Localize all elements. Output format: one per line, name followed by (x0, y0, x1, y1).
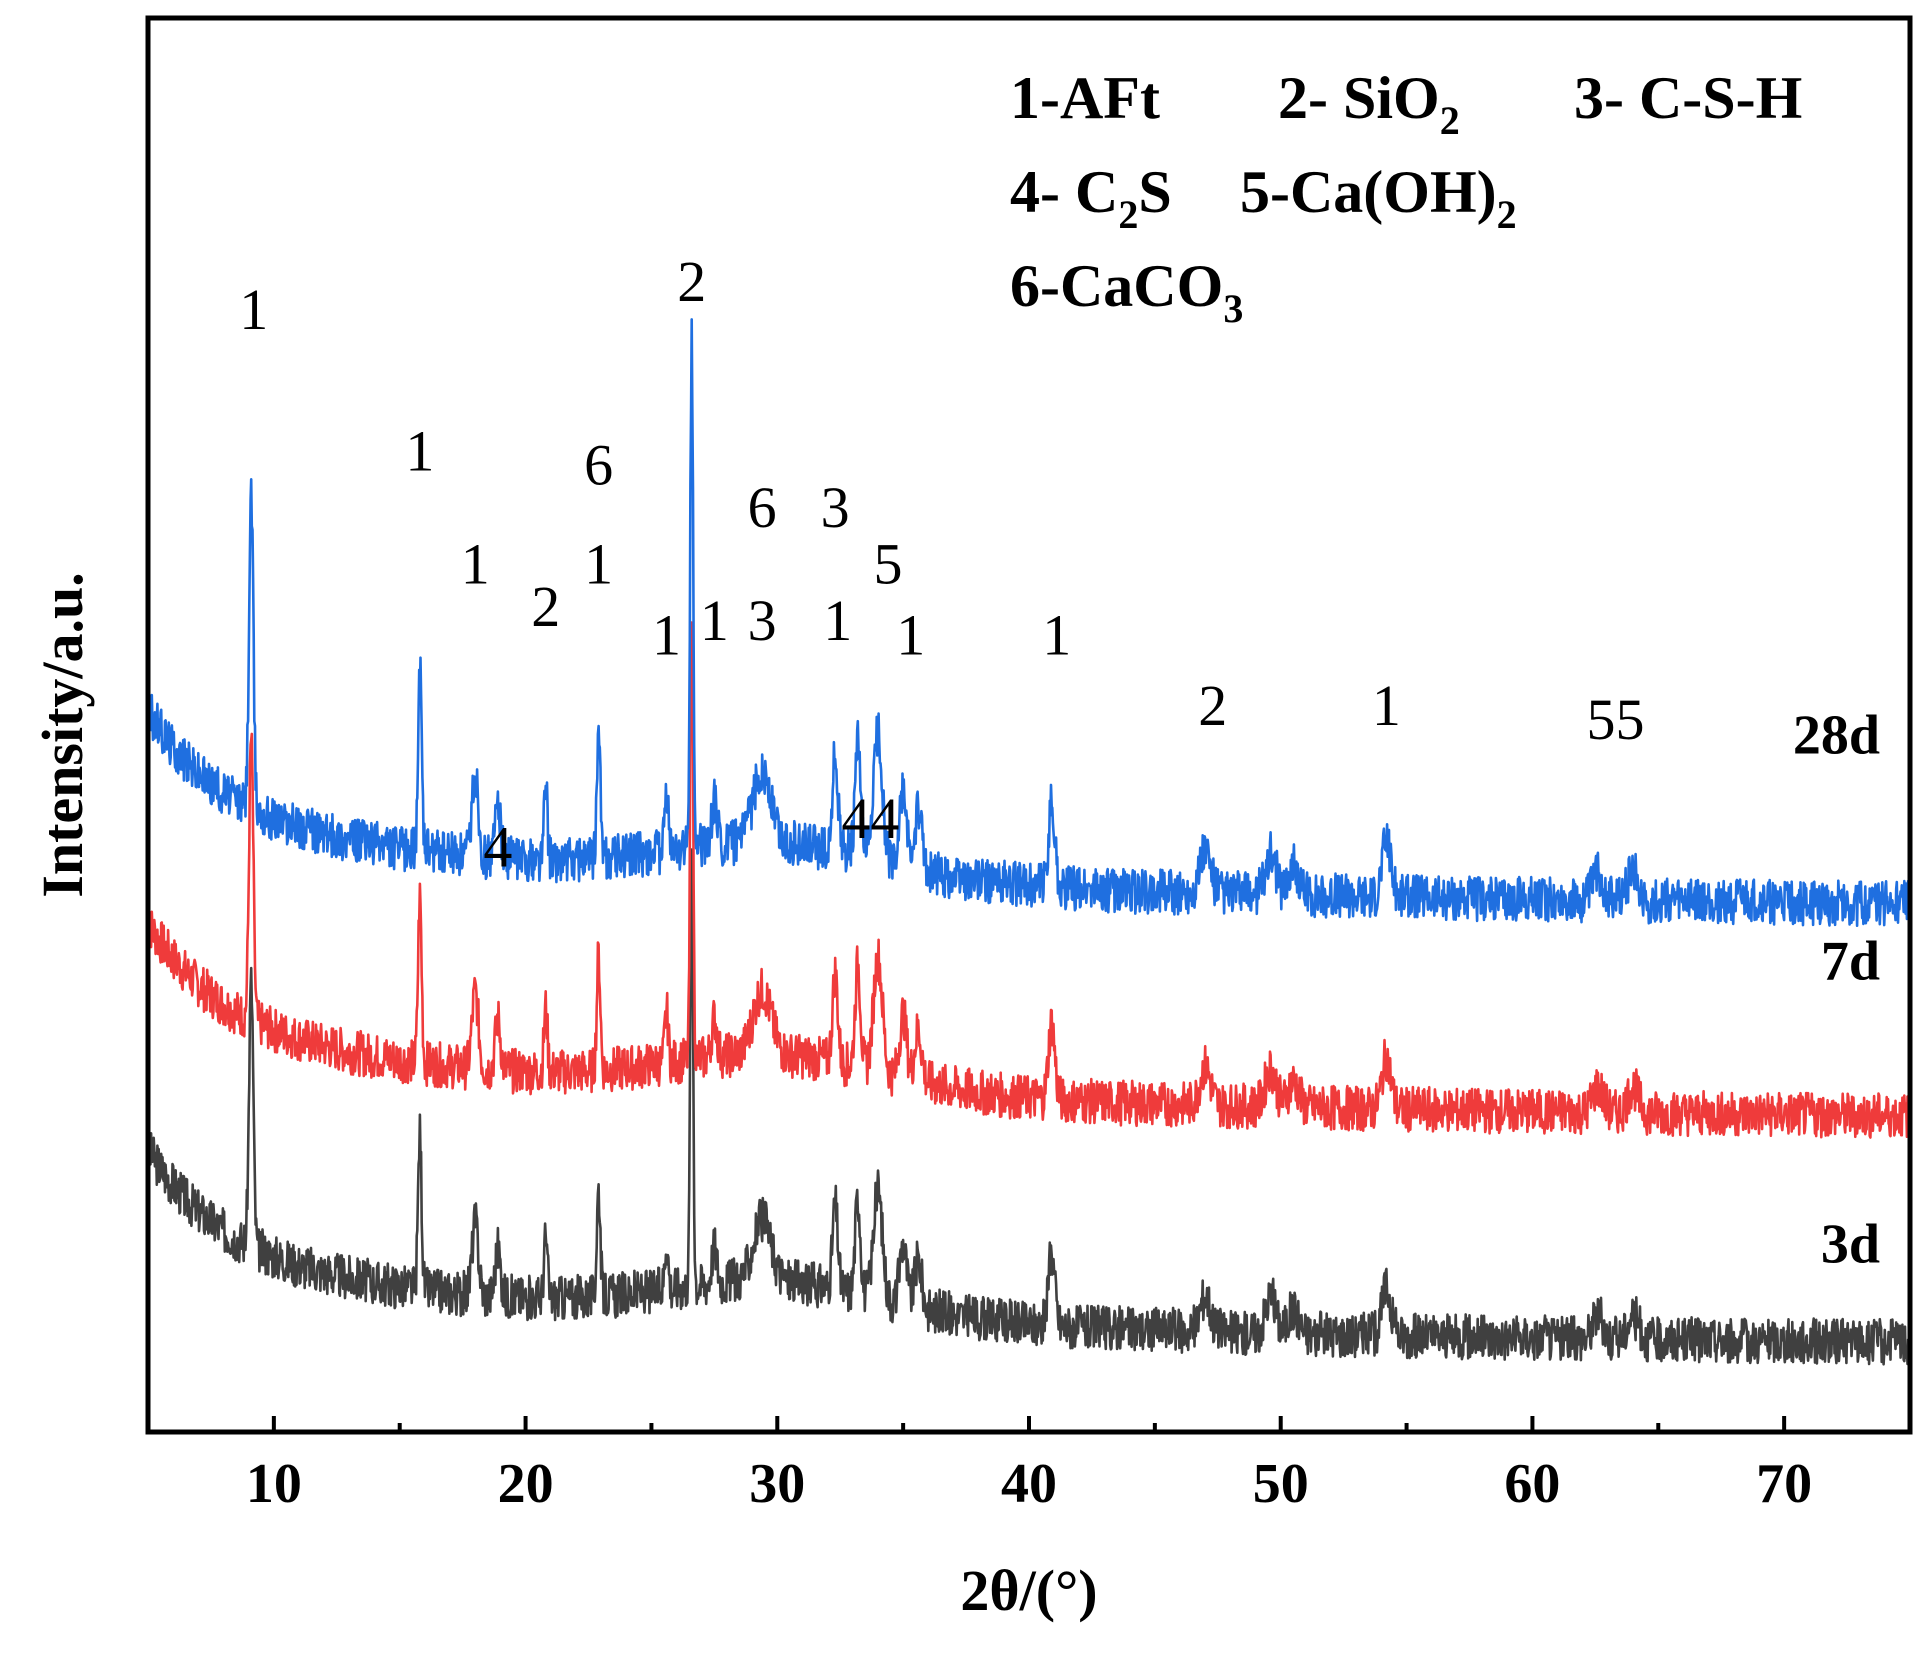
legend-item: 1-AFt (1010, 65, 1160, 131)
peak-label: 1 (1042, 602, 1071, 667)
peak-label: 1 (405, 418, 434, 483)
peak-label: 6 (748, 475, 777, 540)
x-tick-label: 40 (1001, 1453, 1057, 1515)
x-tick-label: 30 (749, 1453, 805, 1515)
series-label-7d: 7d (1821, 931, 1880, 993)
series-label-3d: 3d (1821, 1213, 1880, 1275)
peak-label: 1 (652, 602, 681, 667)
y-axis-label: Intensity/a.u. (30, 572, 95, 898)
peak-label: 1 (700, 588, 729, 653)
legend-item: 5-Ca(OH)2 (1240, 159, 1517, 237)
peak-label: 55 (1586, 687, 1644, 752)
peak-label: 1 (239, 277, 268, 342)
peak-label: 3 (748, 588, 777, 653)
peak-label: 1 (461, 532, 490, 597)
legend-item: 4- C2S (1010, 159, 1172, 237)
x-tick-label: 20 (498, 1453, 554, 1515)
peak-label: 5 (874, 532, 903, 597)
x-tick-label: 60 (1504, 1453, 1560, 1515)
peak-label: 3 (821, 475, 850, 540)
series-label-layer: 28d 7d 3d (1793, 704, 1880, 1275)
peak-label: 2 (1198, 673, 1227, 738)
x-axis-ticks: 10 20 30 40 50 60 70 (146, 1416, 1912, 1515)
legend-item: 6-CaCO3 (1010, 253, 1243, 331)
series-layer (146, 318, 1912, 1366)
series-3d (146, 848, 1912, 1366)
x-tick-label: 70 (1756, 1453, 1812, 1515)
x-tick-label: 50 (1253, 1453, 1309, 1515)
series-7d (146, 621, 1912, 1139)
peak-label: 4 (483, 814, 512, 879)
x-tick-label: 10 (246, 1453, 302, 1515)
series-label-28d: 28d (1793, 704, 1880, 766)
peak-label: 44 (841, 786, 899, 851)
legend: 1-AFt 2- SiO2 3- C-S-H 4- C2S 5-Ca(OH)2 6-CaC… (1010, 65, 1802, 331)
peak-label: 1 (1372, 673, 1401, 738)
peak-label: 6 (584, 433, 613, 498)
peak-label: 2 (677, 249, 706, 314)
x-axis-label: 2θ/(°) (960, 1558, 1097, 1623)
peak-label: 2 (531, 574, 560, 639)
peak-label: 1 (896, 602, 925, 667)
peak-label: 1 (823, 588, 852, 653)
series-28d (146, 318, 1912, 927)
legend-item: 3- C-S-H (1574, 65, 1802, 131)
peak-label: 1 (584, 532, 613, 597)
legend-item: 2- SiO2 (1278, 65, 1460, 143)
